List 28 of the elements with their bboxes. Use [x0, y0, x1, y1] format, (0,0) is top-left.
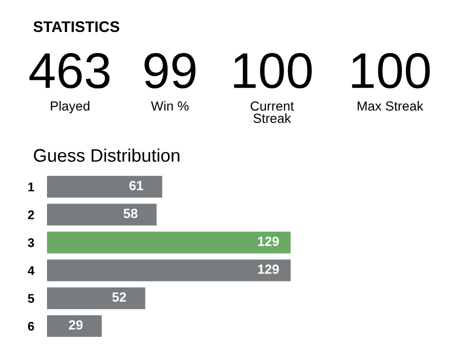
data-label: 129: [258, 236, 279, 246]
data-label: 52: [112, 292, 126, 302]
data-label: 100: [234, 53, 312, 88]
bar: [47, 287, 146, 310]
bar: [47, 259, 291, 282]
bar: [47, 232, 291, 254]
data-label: 58: [124, 208, 138, 218]
y-tick-label: 5: [28, 294, 34, 303]
category-label: Max Streak: [358, 101, 424, 111]
bar: [47, 204, 157, 226]
y-tick-label: 1: [28, 182, 34, 192]
category-label: Current Streak: [250, 101, 294, 123]
bar: [47, 315, 102, 337]
data-label: 463: [29, 53, 110, 88]
data-label: 129: [258, 264, 279, 274]
y-tick-label: 4: [28, 266, 34, 275]
bar: [47, 176, 162, 198]
data-label: 29: [68, 320, 83, 330]
data-label: 99: [144, 53, 196, 88]
data-label: 61: [129, 180, 144, 190]
y-tick-label: 3: [28, 238, 34, 248]
category-label: Win %: [150, 101, 189, 111]
text: STATISTICS: [33, 21, 120, 32]
y-tick-label: 6: [28, 322, 34, 331]
y-tick-label: 2: [28, 210, 34, 220]
chart-title: Guess Distribution: [34, 148, 180, 162]
category-label: Played: [50, 101, 90, 114]
data-label: 100: [352, 53, 430, 88]
